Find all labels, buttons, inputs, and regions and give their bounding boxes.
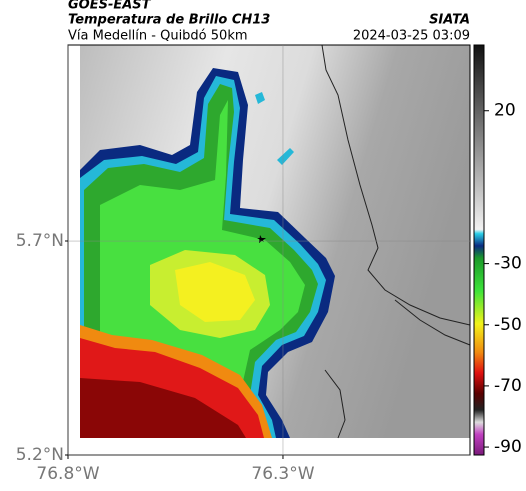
source: SIATA [429,13,470,28]
cloud-yellow [175,262,255,322]
x-tick-label: 76.8°W [36,464,99,484]
satellite: GOES-EAST [68,0,152,13]
timestamp: 2024-03-25 03:09 [353,29,470,44]
border-line [324,299,471,439]
product: Temperatura de Brillo CH13 [68,13,270,28]
colorbar-tick-label: -70 [494,376,522,396]
cloud-darkred [80,378,246,438]
cloud-fleck [277,148,294,165]
border-line [321,44,471,326]
colorbar-tick-label: 20 [494,101,516,121]
cloud-fleck [255,92,265,104]
colorbar-tick-label: -30 [494,254,522,274]
y-tick-label: 5.7°N [16,231,64,251]
route: Vía Medellín - Quibdó 50km [68,29,248,44]
colorbar [473,44,485,456]
y-tick-label: 5.2°N [16,445,64,465]
x-tick-label: 76.3°W [251,464,314,484]
colorbar-tick-label: -90 [494,437,522,457]
imagery [80,44,471,439]
colorbar-tick-label: -50 [494,315,522,335]
